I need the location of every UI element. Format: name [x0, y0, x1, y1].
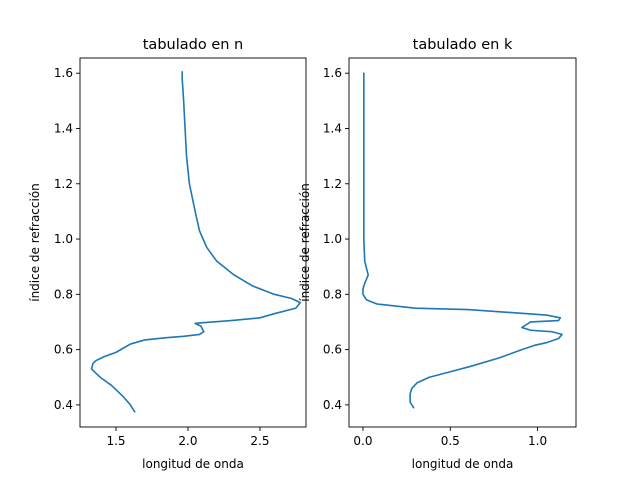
x-tick-label: 1.5: [106, 434, 125, 448]
x-tick-label: 1.0: [528, 434, 547, 448]
x-tick-label: 2.0: [178, 434, 197, 448]
y-tick-label: 1.4: [323, 121, 342, 135]
x-tick-label: 0.5: [441, 434, 460, 448]
y-tick-label: 0.8: [54, 287, 73, 301]
axes-frame: [79, 57, 307, 428]
tick-marks: 1.5 2.0 2.5 0.4 0.6 0.8 1.0 1.2 1.4 1.6: [54, 66, 270, 448]
tick-marks: 0.0 0.5 1.0 0.4 0.6 0.8 1.0 1.2 1.4 1.6: [323, 66, 547, 448]
y-tick-label: 0.4: [54, 398, 73, 412]
chart-title: tabulado en n: [143, 37, 243, 53]
x-tick-label: 2.5: [250, 434, 269, 448]
y-axis-label: índice de refracción: [298, 183, 312, 302]
chart-panel-k: tabulado en k 0.0 0.5 1.0 0.4 0.6 0.8 1.0 1.2 1.…: [298, 37, 577, 471]
x-tick-label: 0.0: [353, 434, 372, 448]
series-line: [90, 71, 302, 413]
y-tick-label: 1.0: [323, 232, 342, 246]
axes-frame: [348, 57, 577, 428]
x-axis-label: longitud de onda: [142, 457, 244, 471]
y-tick-label: 1.6: [54, 66, 73, 80]
chart-panel-n: tabulado en n 1.5 2.0 2.50.40.60.81.01.21.…: [28, 37, 307, 471]
y-tick-label: 1.6: [323, 66, 342, 80]
y-tick-label: 0.4: [323, 398, 342, 412]
y-tick-label: 1.2: [54, 177, 73, 191]
plot-area: [362, 72, 563, 409]
series-line: [362, 72, 563, 409]
plot-area: [90, 71, 302, 413]
y-tick-label: 1.0: [54, 232, 73, 246]
y-tick-label: 0.8: [323, 287, 342, 301]
y-tick-label: 0.6: [323, 343, 342, 357]
y-tick-label: 0.6: [54, 343, 73, 357]
y-axis-label: índice de refracción: [28, 183, 42, 302]
chart-title: tabulado en k: [413, 37, 513, 53]
y-tick-label: 1.2: [323, 177, 342, 191]
x-axis-label: longitud de onda: [412, 457, 514, 471]
y-tick-label: 1.4: [54, 121, 73, 135]
